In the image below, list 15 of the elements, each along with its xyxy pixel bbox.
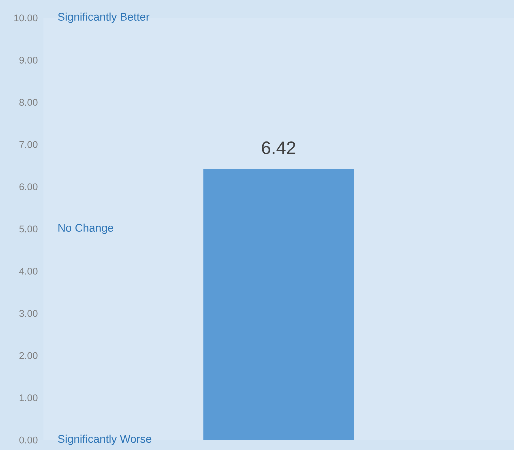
- y-tick-label: 9.00: [20, 56, 38, 64]
- y-tick-label: 4.00: [19, 268, 38, 275]
- y-tick-label: 1.00: [20, 394, 38, 402]
- text: No Change: [58, 224, 114, 234]
- text: Significantly Worse: [58, 434, 152, 446]
- text: Significantly Better: [58, 12, 150, 24]
- y-tick-label: 8.00: [20, 99, 38, 106]
- y-tick-label: 2.00: [20, 352, 38, 360]
- y-tick-label: 0.00: [20, 436, 38, 444]
- y-tick-label: 10.00: [14, 14, 38, 22]
- data-label: 6.42: [262, 142, 296, 154]
- y-tick-label: 7.00: [20, 141, 38, 148]
- y-tick-label: 5.00: [20, 226, 38, 233]
- y-tick-label: 3.00: [20, 310, 38, 318]
- y-tick-label: 6.00: [20, 184, 38, 190]
